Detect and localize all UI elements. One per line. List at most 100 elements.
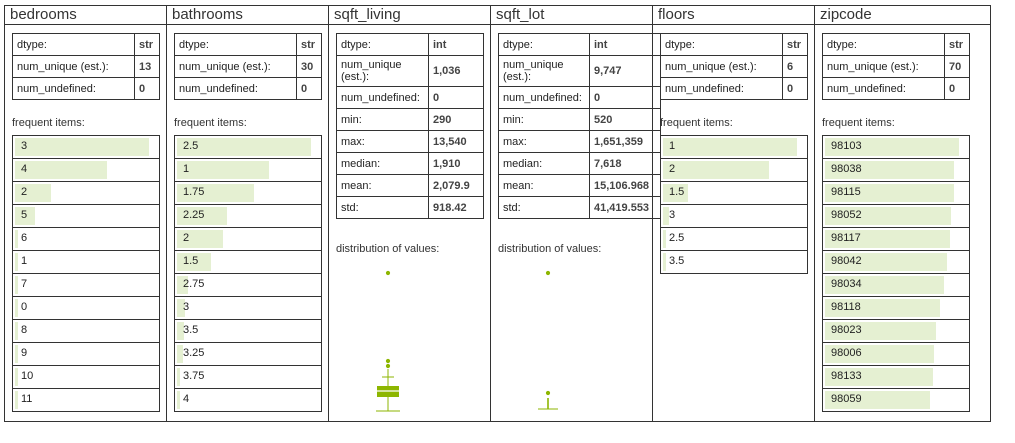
frequency-bar — [825, 299, 940, 317]
distribution-boxplot — [376, 270, 400, 412]
frequent-items-list: 3 4 2 5 6 1 7 0 8 9 10 11 — [12, 135, 160, 412]
frequency-bar — [825, 184, 954, 202]
frequent-item-value: 98117 — [831, 232, 861, 244]
dtype-label: dtype: — [336, 33, 429, 56]
frequency-bar — [15, 207, 35, 225]
outlier-point — [545, 390, 551, 396]
frequent-item-row: 2.5 — [661, 227, 807, 250]
meta-table: dtype: str num_unique (est.): 70 num_undef… — [822, 33, 970, 100]
frequency-bar — [825, 368, 933, 386]
num-unique-value: 70 — [944, 55, 970, 78]
std-value: 918.42 — [428, 196, 484, 219]
median-value: 7,618 — [589, 152, 661, 175]
frequent-item-value: 1 — [21, 255, 28, 267]
num-unique-value: 1,036 — [428, 55, 484, 87]
column-title: sqft_lot — [491, 6, 652, 25]
frequent-item-row: 1.75 — [175, 181, 321, 204]
frequent-item-value: 1.5 — [669, 186, 685, 198]
frequency-bar — [825, 230, 950, 248]
dtype-label: dtype: — [822, 33, 945, 56]
frequency-bar — [15, 299, 18, 317]
frequent-item-row: 6 — [13, 227, 159, 250]
frequent-item-row: 98052 — [823, 204, 969, 227]
dtype-label: dtype: — [12, 33, 135, 56]
frequent-item-value: 2 — [669, 163, 676, 175]
mean-label: mean: — [498, 174, 590, 197]
column-bathrooms: bathrooms dtype: str num_unique (est.): 30… — [167, 6, 329, 421]
min-value: 290 — [428, 108, 484, 131]
min-label: min: — [336, 108, 429, 131]
column-title: zipcode — [815, 6, 990, 25]
num-undefined-label: num_undefined: — [660, 77, 783, 100]
frequent-item-row: 0 — [13, 296, 159, 319]
frequent-item-value: 1.5 — [183, 255, 199, 267]
median-label: median: — [498, 152, 590, 175]
num-unique-value: 13 — [134, 55, 160, 78]
frequent-item-value: 2 — [21, 186, 28, 198]
frequent-item-row: 1 — [175, 158, 321, 181]
column-zipcode: zipcode dtype: str num_unique (est.): 70 n… — [815, 6, 990, 421]
frequent-item-row: 2.75 — [175, 273, 321, 296]
frequent-item-row: 3.25 — [175, 342, 321, 365]
frequent-item-value: 11 — [21, 393, 33, 405]
frequent-item-value: 98115 — [831, 186, 861, 198]
num-unique-label-line1: num_unique — [341, 59, 402, 71]
meta-table: dtype: str num_unique (est.): 13 num_undef… — [12, 33, 160, 100]
frequent-item-row: 5 — [13, 204, 159, 227]
std-value: 41,419.553 — [589, 196, 661, 219]
frequent-item-value: 3.75 — [183, 370, 205, 382]
max-value: 1,651,359 — [589, 130, 661, 153]
num-undefined-value: 0 — [944, 77, 970, 100]
column-title: bedrooms — [5, 6, 166, 25]
dtype-value: int — [428, 33, 484, 56]
num-unique-value: 6 — [782, 55, 808, 78]
frequent-item-value: 8 — [21, 324, 28, 336]
num-unique-value: 30 — [296, 55, 322, 78]
frequency-bar — [177, 299, 186, 317]
frequency-bar — [663, 230, 666, 248]
num-unique-label: num_unique (est.): — [336, 55, 429, 87]
num-unique-label: num_unique (est.): — [498, 55, 590, 87]
frequent-item-value: 4 — [183, 393, 190, 405]
num-unique-label-line2: (est.): — [341, 71, 370, 83]
frequency-bar — [825, 345, 935, 363]
frequent-item-value: 98133 — [831, 370, 862, 382]
frequent-item-value: 3 — [21, 140, 28, 152]
frequent-item-value: 6 — [21, 232, 28, 244]
max-label: max: — [336, 130, 429, 153]
frequent-item-row: 3.5 — [661, 250, 807, 273]
frequent-item-row: 1.5 — [175, 250, 321, 273]
frequency-bar — [663, 253, 666, 271]
frequent-item-value: 3 — [183, 301, 190, 313]
num-undefined-value: 0 — [134, 77, 160, 100]
frequency-bar — [177, 253, 211, 271]
distribution-boxplot — [538, 270, 558, 410]
dtype-value: str — [782, 33, 808, 56]
frequent-item-value: 98006 — [831, 347, 862, 359]
frequent-item-row: 98118 — [823, 296, 969, 319]
frequency-bar — [177, 345, 183, 363]
frequent-item-value: 98042 — [831, 255, 862, 267]
dtype-label: dtype: — [498, 33, 590, 56]
frequent-item-row: 4 — [13, 158, 159, 181]
frequency-bar — [177, 391, 180, 409]
column-title: floors — [653, 6, 814, 25]
frequency-bar — [663, 138, 798, 156]
std-label: std: — [498, 196, 590, 219]
stats-grid: bedrooms dtype: str num_unique (est.): 13 … — [4, 5, 991, 422]
frequent-item-row: 1.5 — [661, 181, 807, 204]
num-unique-label: num_unique (est.): — [12, 55, 135, 78]
frequent-item-row: 98006 — [823, 342, 969, 365]
frequent-item-value: 4 — [21, 163, 28, 175]
frequency-bar — [15, 391, 18, 409]
min-value: 520 — [589, 108, 661, 131]
frequency-bar — [177, 184, 254, 202]
frequency-bar — [177, 322, 184, 340]
frequent-item-row: 2 — [175, 227, 321, 250]
num-undefined-label: num_undefined: — [336, 86, 429, 109]
num-undefined-label: num_undefined: — [822, 77, 945, 100]
num-unique-label: num_unique (est.): — [660, 55, 783, 78]
num-undefined-value: 0 — [428, 86, 484, 109]
std-label: std: — [336, 196, 429, 219]
max-value: 13,540 — [428, 130, 484, 153]
